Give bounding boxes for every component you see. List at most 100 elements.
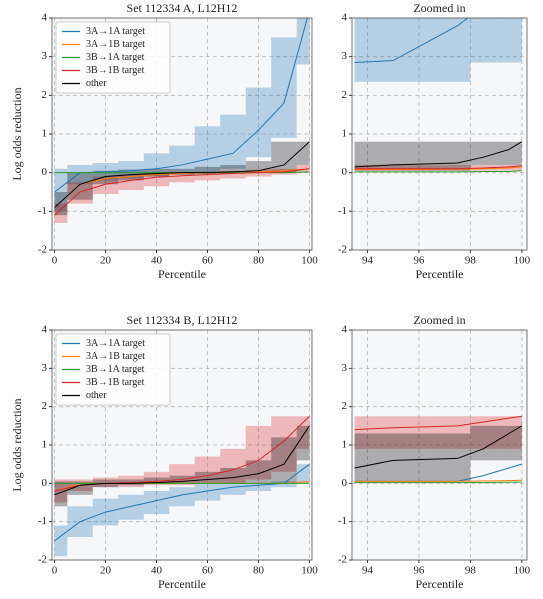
y-tick-label: 1	[342, 439, 348, 451]
band	[425, 164, 471, 171]
band	[373, 433, 426, 482]
x-tick-label: 60	[202, 565, 214, 577]
plot-frame	[351, 17, 528, 251]
band	[271, 481, 297, 488]
band	[515, 425, 522, 461]
band	[470, 18, 497, 63]
band	[354, 141, 374, 171]
band	[194, 483, 221, 501]
band	[169, 145, 195, 175]
y-tick-label: 2	[342, 400, 348, 412]
legend-label: other	[86, 390, 107, 401]
x-tick-label: 98	[465, 255, 477, 267]
band	[496, 416, 516, 449]
band	[515, 141, 522, 165]
x-tick-label: 100	[301, 565, 318, 577]
x-tick-label: 96	[413, 255, 425, 267]
legend-label: 3B→1A target	[86, 52, 145, 63]
x-tick-label: 0	[52, 255, 58, 267]
y-tick-label: 1	[342, 128, 348, 140]
x-tick-label: 40	[151, 255, 163, 267]
x-tick-label: 40	[151, 565, 163, 577]
y-axis-label: Log odds reduction	[10, 398, 24, 491]
y-tick-label: 3	[342, 50, 348, 62]
y-tick-label: 2	[42, 400, 48, 412]
y-tick-label: 2	[342, 89, 348, 101]
band	[496, 425, 516, 461]
x-tick-label: 96	[413, 565, 425, 577]
band	[194, 166, 221, 174]
y-tick-label: 0	[342, 166, 348, 178]
subplot-title: Zoomed in	[413, 1, 465, 15]
band	[143, 153, 170, 177]
y-tick-label: -1	[338, 205, 347, 217]
y-tick-label: -1	[338, 515, 347, 527]
band	[515, 18, 522, 63]
band	[220, 483, 246, 495]
band	[54, 203, 68, 223]
legend-label: 3B→1B target	[86, 377, 145, 388]
band	[425, 433, 471, 482]
band	[354, 18, 374, 82]
x-tick-label: 100	[301, 255, 318, 267]
band	[373, 141, 426, 171]
band	[67, 164, 93, 185]
plot-frame	[51, 17, 313, 251]
band	[118, 475, 144, 488]
line	[354, 166, 522, 171]
y-tick-label: 4	[342, 12, 348, 24]
subplot: -2 -1 0 1 2 3 4 94 96 98 100 Zoomed in Percentile	[338, 313, 531, 591]
band	[354, 433, 374, 482]
band	[143, 491, 170, 514]
x-axis-label: Percentile	[416, 577, 464, 591]
line	[54, 168, 310, 216]
band	[271, 416, 297, 472]
x-tick-label: 98	[465, 565, 477, 577]
y-tick-label: 1	[42, 439, 48, 451]
legend-box	[55, 21, 171, 94]
band	[92, 170, 119, 185]
y-tick-label: -2	[338, 554, 347, 566]
y-tick-label: 3	[42, 362, 48, 374]
x-tick-label: 0	[52, 565, 58, 577]
line	[54, 141, 310, 208]
band	[354, 164, 374, 171]
band	[169, 171, 195, 183]
band	[54, 525, 68, 557]
band	[54, 479, 68, 503]
legend-label: 3B→1B target	[86, 65, 145, 76]
line	[354, 18, 469, 63]
plot-area	[354, 415, 523, 484]
legend-label: 3B→1A target	[86, 364, 145, 375]
line	[354, 170, 522, 173]
band	[245, 483, 272, 491]
legend-box	[55, 333, 171, 406]
band	[118, 494, 144, 520]
band	[92, 176, 119, 194]
band	[271, 37, 297, 138]
y-tick-label: 4	[42, 12, 48, 24]
legend-label: 3A→1B target	[86, 39, 145, 50]
y-tick-label: 3	[342, 362, 348, 374]
band	[470, 141, 497, 165]
band	[194, 471, 221, 484]
subplot-title: Zoomed in	[413, 313, 465, 327]
x-tick-label: 80	[253, 255, 265, 267]
band	[296, 464, 310, 484]
y-tick-label: -2	[38, 554, 47, 566]
band	[92, 477, 119, 488]
y-tick-label: 4	[342, 324, 348, 336]
line	[54, 463, 310, 542]
y-tick-label: 0	[342, 477, 348, 489]
band	[67, 172, 93, 200]
line	[354, 425, 523, 469]
y-tick-label: 3	[42, 50, 48, 62]
x-tick-label: 100	[514, 565, 531, 577]
x-tick-label: 94	[362, 255, 374, 267]
band	[220, 170, 246, 179]
band	[245, 460, 272, 484]
band	[220, 164, 246, 174]
x-tick-label: 60	[202, 255, 214, 267]
